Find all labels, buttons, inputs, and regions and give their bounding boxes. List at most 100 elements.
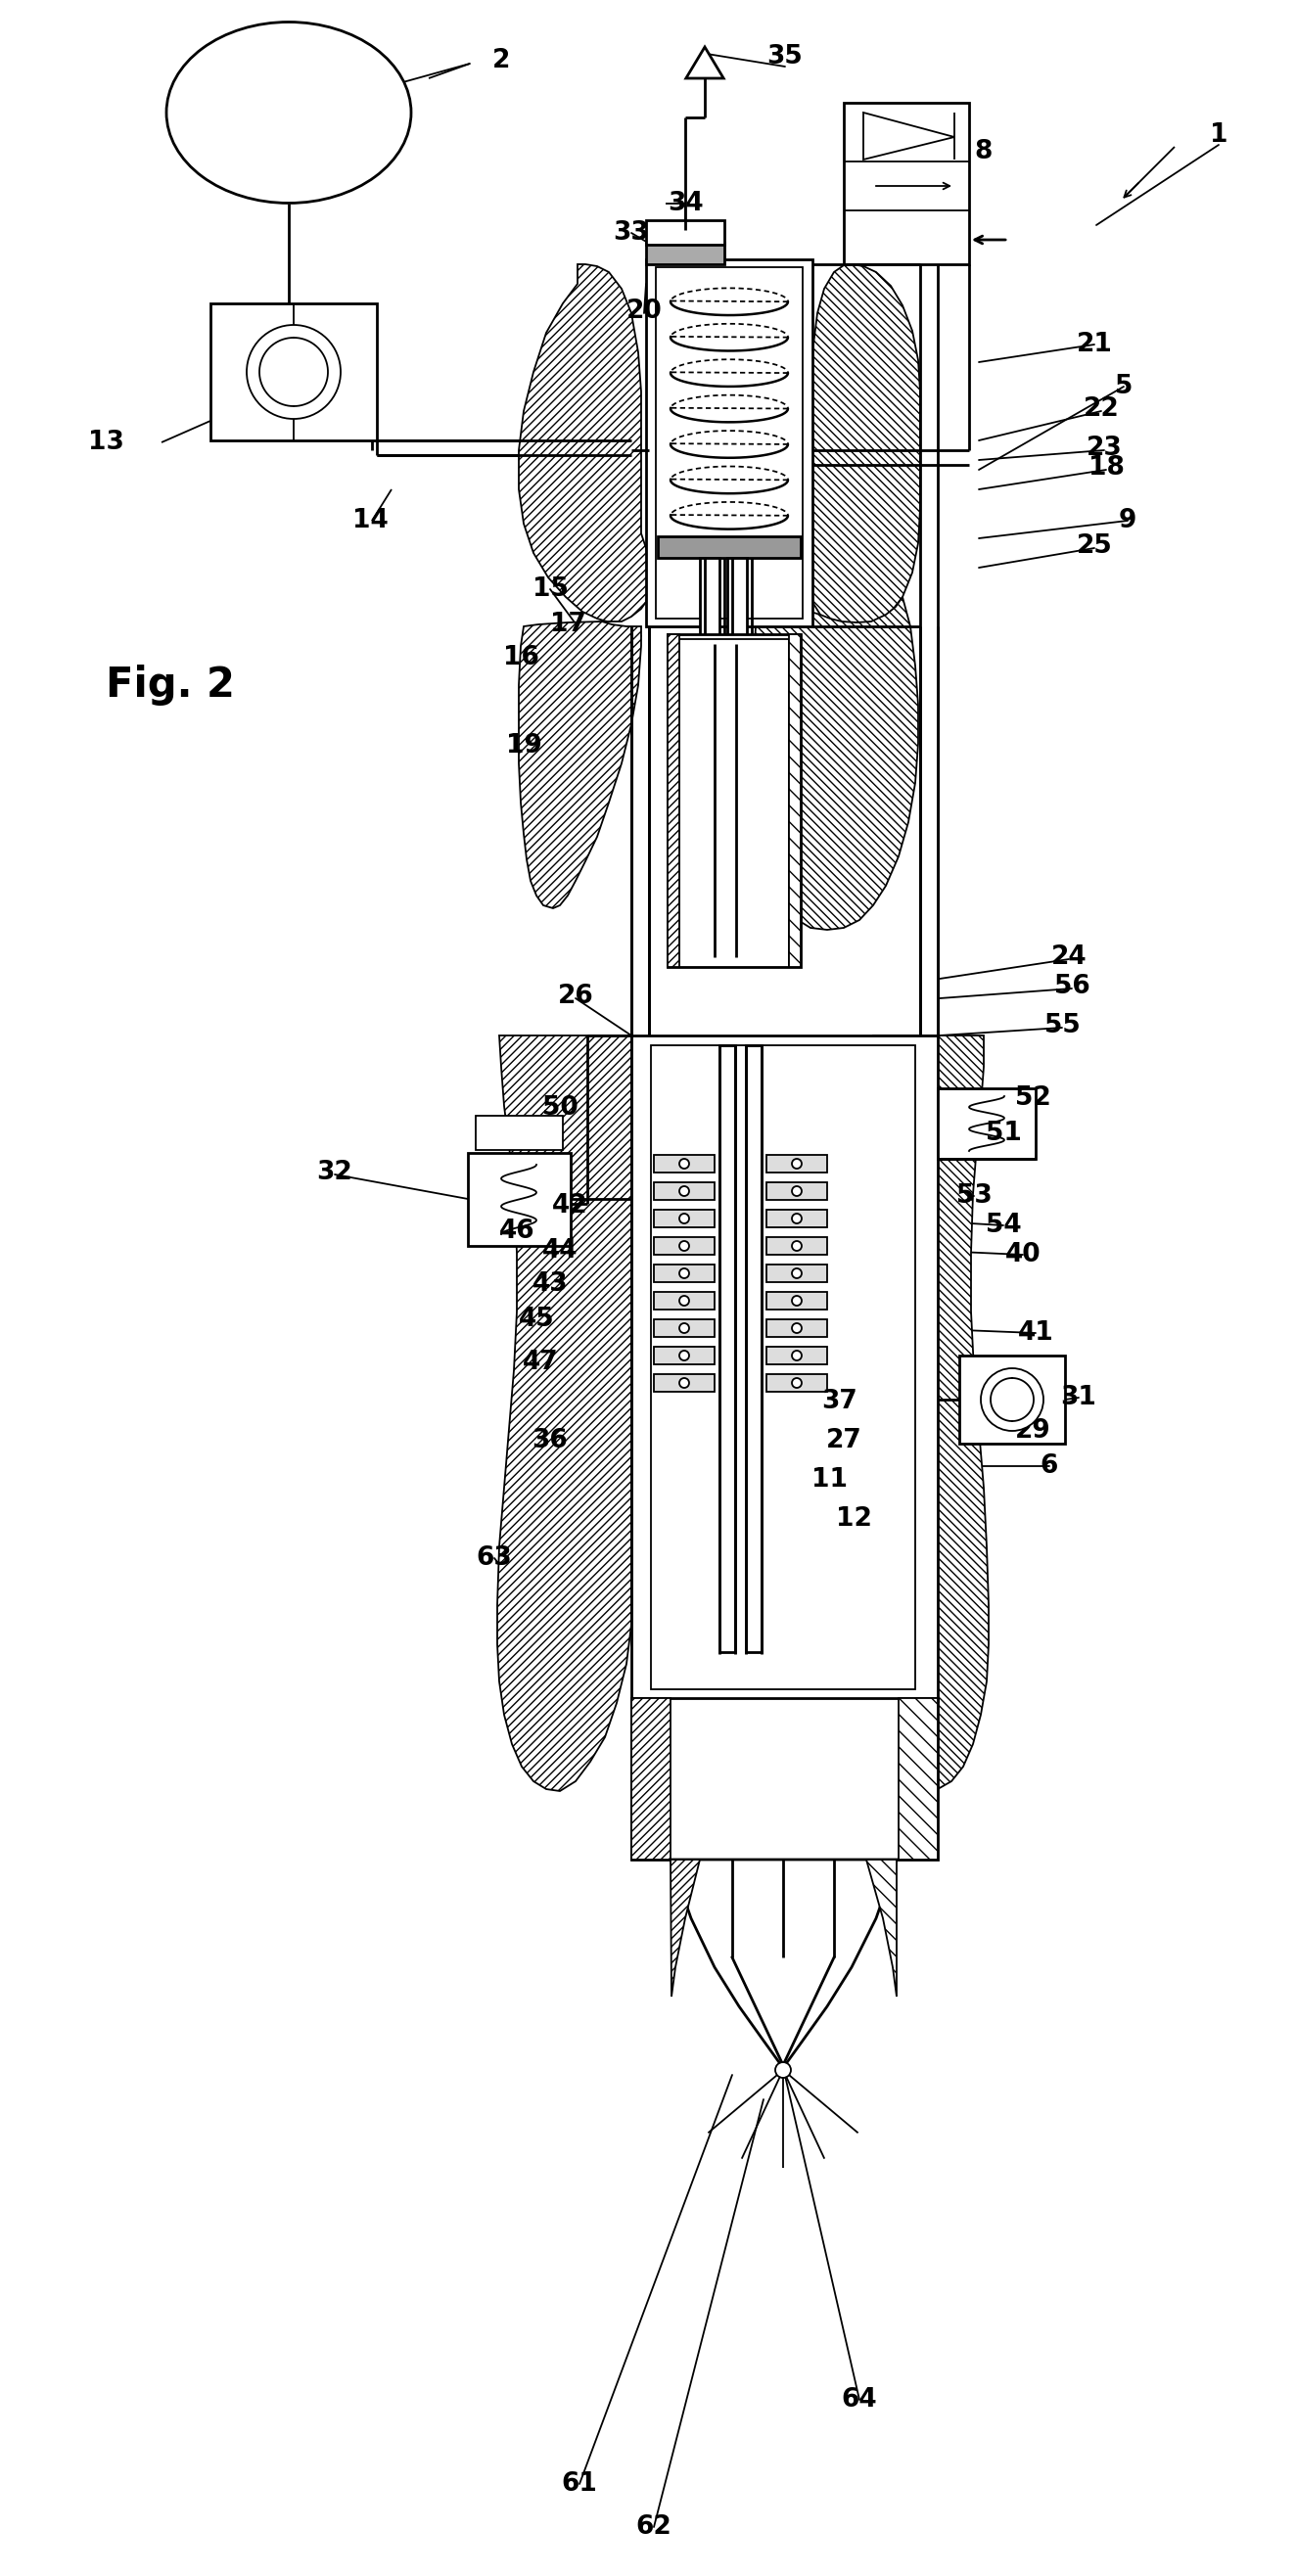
Text: 62: 62 [636, 2514, 671, 2540]
Text: 11: 11 [813, 1468, 848, 1492]
Text: 15: 15 [533, 577, 568, 603]
Polygon shape [870, 1036, 989, 1790]
Bar [468, 1154, 570, 1247]
Polygon shape [898, 1698, 938, 1860]
Text: 1: 1 [1209, 121, 1227, 147]
Circle shape [679, 1378, 689, 1388]
Text: 27: 27 [826, 1427, 862, 1453]
Bar [654, 1236, 714, 1255]
Text: 36: 36 [533, 1427, 568, 1453]
Text: 47: 47 [522, 1350, 559, 1376]
Bar [654, 1265, 714, 1283]
Bar [766, 1293, 827, 1309]
Circle shape [792, 1378, 802, 1388]
Polygon shape [789, 634, 801, 966]
Bar [651, 1046, 915, 1690]
Text: 56: 56 [1054, 974, 1090, 999]
Text: 40: 40 [1004, 1242, 1041, 1267]
Ellipse shape [166, 23, 411, 204]
Polygon shape [518, 265, 649, 621]
Bar [645, 260, 813, 626]
Circle shape [246, 325, 341, 420]
Bar [656, 268, 802, 618]
Circle shape [792, 1267, 802, 1278]
Polygon shape [866, 1860, 897, 1996]
Circle shape [679, 1242, 689, 1252]
Polygon shape [670, 1860, 897, 2071]
Bar [766, 1211, 827, 1226]
Polygon shape [631, 1698, 670, 1860]
Bar [654, 1293, 714, 1309]
Bar [654, 1154, 714, 1172]
Text: 9: 9 [1118, 507, 1137, 533]
Bar [766, 1347, 827, 1365]
Polygon shape [518, 621, 642, 909]
Text: 50: 50 [542, 1095, 578, 1121]
Bar [844, 103, 969, 265]
Text: 2: 2 [492, 49, 511, 72]
Text: 16: 16 [503, 644, 539, 670]
Text: 12: 12 [836, 1507, 872, 1533]
Text: 37: 37 [822, 1388, 858, 1414]
Circle shape [792, 1242, 802, 1252]
Circle shape [679, 1296, 689, 1306]
Bar [679, 639, 789, 966]
Text: 23: 23 [1086, 435, 1122, 461]
Circle shape [679, 1213, 689, 1224]
Bar [727, 559, 746, 636]
Text: 46: 46 [499, 1218, 535, 1244]
Circle shape [679, 1350, 689, 1360]
Bar [719, 1046, 735, 1651]
Text: 63: 63 [477, 1546, 512, 1571]
Circle shape [679, 1185, 689, 1195]
Bar [938, 1087, 1036, 1159]
Circle shape [792, 1324, 802, 1332]
Text: 54: 54 [985, 1213, 1021, 1239]
Bar [645, 219, 724, 245]
Circle shape [679, 1324, 689, 1332]
Circle shape [792, 1159, 802, 1170]
Text: 8: 8 [975, 139, 993, 165]
Text: 13: 13 [88, 430, 123, 456]
Bar [654, 1182, 714, 1200]
Text: 41: 41 [1017, 1321, 1054, 1345]
Polygon shape [686, 46, 723, 77]
Bar [654, 1319, 714, 1337]
Circle shape [679, 1159, 689, 1170]
Text: 35: 35 [767, 44, 804, 70]
Circle shape [792, 1350, 802, 1360]
Polygon shape [754, 598, 918, 930]
Bar [654, 1347, 714, 1365]
Polygon shape [863, 113, 954, 160]
Polygon shape [807, 265, 920, 629]
Text: 55: 55 [1045, 1012, 1080, 1038]
Bar [766, 1265, 827, 1283]
Text: Fig. 2: Fig. 2 [106, 665, 235, 706]
Text: 17: 17 [550, 611, 586, 636]
Text: 31: 31 [1060, 1386, 1096, 1409]
Text: 45: 45 [518, 1306, 555, 1332]
Bar [631, 1698, 938, 1860]
Bar [210, 304, 377, 440]
Bar [700, 559, 719, 636]
Circle shape [775, 2063, 791, 2079]
Text: 22: 22 [1083, 397, 1120, 422]
Polygon shape [667, 634, 679, 966]
Text: 53: 53 [956, 1182, 991, 1208]
Text: 24: 24 [1051, 945, 1087, 971]
Text: 5: 5 [1115, 374, 1133, 399]
Bar [766, 1236, 827, 1255]
Bar [959, 1355, 1065, 1443]
Circle shape [792, 1296, 802, 1306]
Bar [645, 242, 724, 265]
Text: 25: 25 [1077, 533, 1112, 559]
Bar [667, 634, 801, 966]
Text: 29: 29 [1015, 1419, 1051, 1443]
Text: 20: 20 [626, 299, 662, 325]
Text: 44: 44 [542, 1239, 578, 1265]
Text: 21: 21 [1076, 332, 1112, 358]
Circle shape [981, 1368, 1043, 1430]
Bar [476, 1115, 562, 1149]
Text: 6: 6 [1041, 1453, 1059, 1479]
Bar [654, 1211, 714, 1226]
